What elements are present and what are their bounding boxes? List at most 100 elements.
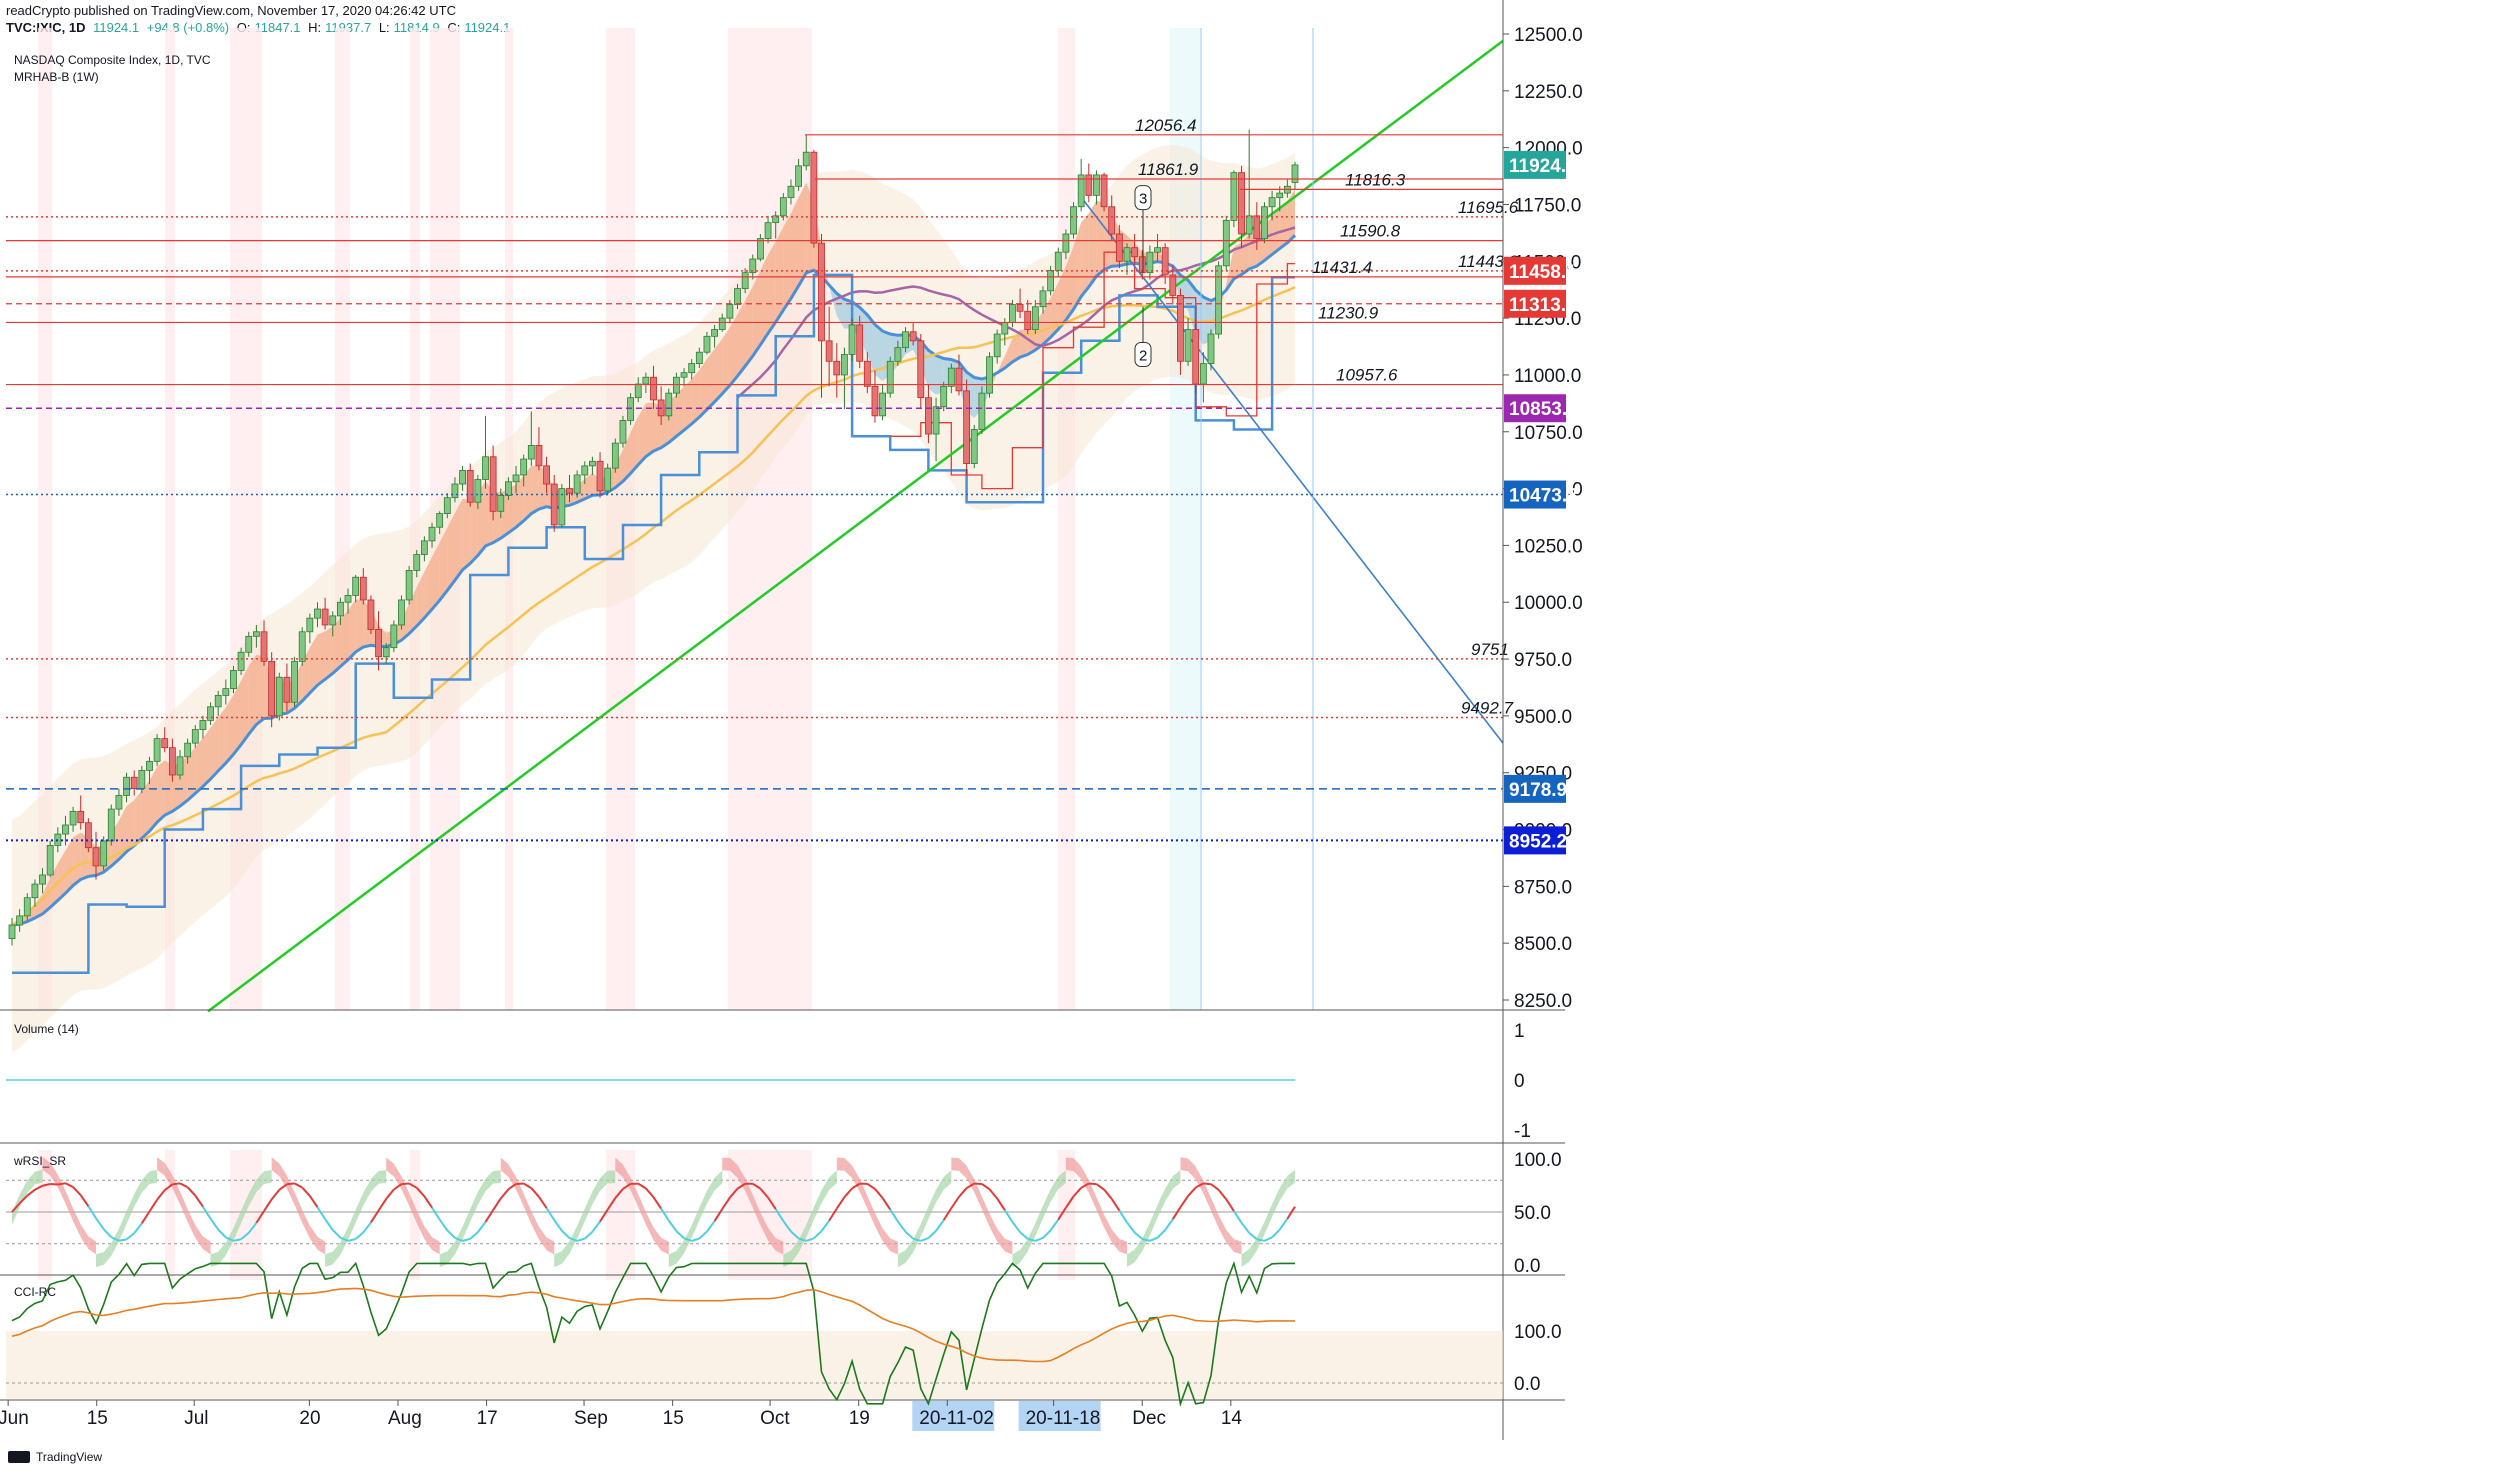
price-tag-label: 10473.8 (1509, 486, 1578, 507)
wrsi-signal-line (294, 1182, 303, 1189)
wrsi-signal-line (950, 1196, 960, 1209)
candle (940, 385, 948, 408)
background-layer (38, 28, 1200, 1280)
wrsi-oscillator (760, 1212, 769, 1241)
candle (314, 608, 321, 619)
candle (856, 324, 864, 362)
trend-ribbon (355, 599, 364, 652)
trend-ribbon (118, 806, 127, 860)
candle (581, 465, 589, 476)
trend-ribbon (783, 213, 791, 311)
candle (497, 495, 505, 512)
candle (1276, 192, 1284, 199)
candle (848, 324, 856, 355)
wrsi-oscillator (691, 1207, 700, 1239)
candle (390, 624, 398, 649)
wrsi-signal-line (1203, 1182, 1212, 1186)
price-tag (1504, 289, 1566, 318)
wrsi-oscillator (622, 1164, 631, 1191)
wrsi-signal-line (530, 1187, 540, 1198)
trend-ribbon (141, 780, 150, 839)
wrsi-oscillator (447, 1241, 455, 1265)
wrsi-oscillator (806, 1207, 814, 1238)
wrsi-signal-line (942, 1207, 953, 1221)
wrsi-oscillator (531, 1211, 539, 1240)
wrsi-oscillator (661, 1237, 669, 1255)
candle (986, 356, 993, 394)
price-tag-label: 9178.9 (1509, 780, 1567, 801)
candle (925, 397, 932, 435)
price-tag (1504, 150, 1566, 179)
wrsi-oscillator (233, 1210, 242, 1241)
candle (1062, 233, 1070, 253)
candle (718, 317, 726, 330)
wrsi-oscillator (248, 1179, 257, 1207)
candle (100, 840, 108, 867)
candle (336, 601, 344, 617)
x-tick-label: Aug (388, 1408, 422, 1429)
trend-ribbon (439, 527, 448, 601)
wrsi-signal-line (278, 1183, 288, 1191)
wrsi-signal-line (569, 1237, 578, 1242)
wrsi-signal-line (462, 1237, 471, 1242)
wrsi-signal-line (591, 1220, 601, 1233)
wrsi-oscillator (370, 1171, 379, 1192)
candle (1077, 174, 1085, 208)
trend-ribbon (73, 832, 81, 886)
wrsi-signal-line (484, 1209, 494, 1223)
wrsi-signal-line (1042, 1229, 1052, 1239)
trend-ribbon (256, 654, 265, 725)
candle (772, 215, 780, 224)
wrsi-signal-line (286, 1182, 295, 1186)
price-tag-label: 11313.1 (1509, 295, 1577, 316)
wrsi-oscillator (325, 1251, 333, 1268)
wrsi-oscillator (210, 1251, 219, 1267)
wrsi-signal-line (362, 1221, 372, 1234)
volume-tick-label: 0 (1514, 1071, 1525, 1092)
wrsi-oscillator (722, 1157, 730, 1171)
candle (680, 372, 688, 378)
wrsi-oscillator (271, 1157, 280, 1177)
wrsi-oscillator (584, 1191, 593, 1222)
candle (1245, 215, 1253, 235)
wrsi-signal-line (1164, 1218, 1174, 1231)
wrsi-signal-line (446, 1229, 456, 1239)
trend-ribbon (859, 307, 868, 355)
ema-line (11, 234, 1297, 927)
candle (841, 354, 848, 376)
wrsi-oscillator (485, 1170, 494, 1192)
wrsi-oscillator (538, 1226, 547, 1251)
level-label: 9751 (1471, 640, 1509, 659)
wrsi-oscillator (141, 1171, 150, 1193)
candle (306, 617, 314, 633)
highlight-stripe (410, 28, 420, 1010)
candle (596, 460, 604, 492)
candle (168, 747, 176, 776)
wrsi-oscillator (1203, 1180, 1211, 1211)
wrsi-oscillator (1172, 1170, 1181, 1189)
candle (237, 651, 245, 671)
candle (1268, 197, 1276, 208)
wrsi-signal-line (1210, 1183, 1220, 1191)
y-tick-label: 10750.0 (1514, 423, 1583, 444)
wrsi-signal-line (370, 1210, 380, 1223)
uptrend-line (207, 39, 1504, 1013)
wrsi-signal-line (301, 1186, 311, 1197)
candle (1009, 304, 1016, 324)
wrsi-signal-line (179, 1182, 189, 1189)
wrsi-signal-line (805, 1237, 815, 1242)
trend-ribbon (874, 324, 883, 382)
trend-ribbon (531, 465, 539, 514)
candle (23, 897, 31, 917)
wrsi-oscillator (997, 1228, 1005, 1252)
wrsi-oscillator (172, 1175, 181, 1205)
wrsi-oscillator (989, 1213, 998, 1242)
wrsi-signal-line (186, 1186, 197, 1197)
candle (436, 513, 444, 528)
candle (520, 458, 528, 476)
candle (283, 676, 291, 703)
candle (1123, 247, 1131, 262)
candle (382, 647, 390, 658)
candle (138, 770, 146, 790)
